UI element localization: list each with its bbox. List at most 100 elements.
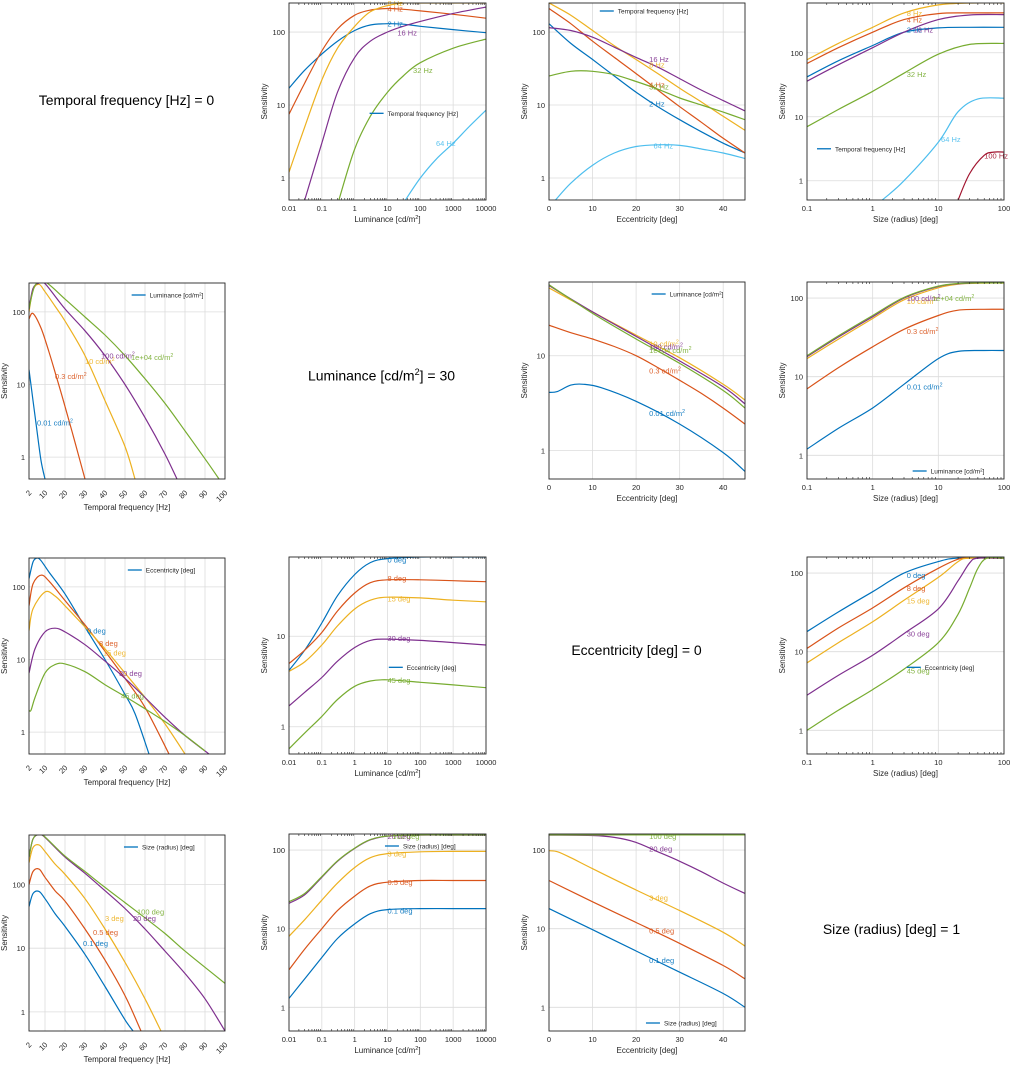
- series-label: 15 deg: [388, 595, 411, 604]
- legend-label: Luminance [cd/m2]: [150, 291, 204, 300]
- series-line-100-deg: [29, 835, 225, 984]
- x-tick-label: 1: [871, 204, 875, 213]
- x-tick-label: 10: [37, 763, 49, 775]
- series-label: 8 deg: [907, 584, 926, 593]
- series-label: 4 Hz: [388, 5, 404, 14]
- x-tick-label: 2: [24, 763, 33, 772]
- y-tick-label: 1: [799, 177, 803, 186]
- y-tick-label: 100: [12, 308, 25, 317]
- x-tick-label: 30: [675, 204, 683, 213]
- axes-box: [806, 556, 1005, 755]
- x-tick-label: 10: [934, 758, 942, 767]
- y-tick-label: 10: [277, 925, 285, 934]
- x-tick-label: 0.1: [802, 204, 812, 213]
- axes-box: [288, 2, 487, 201]
- x-tick-label: 40: [97, 488, 109, 500]
- x-tick-label: 2: [24, 1040, 33, 1049]
- x-tick-label: 0: [547, 204, 551, 213]
- series-label: 0.01 cd/m2: [37, 418, 73, 427]
- series-label: 45 deg: [907, 666, 930, 675]
- axes-box: [288, 556, 487, 755]
- fixed-parameter-title: Temporal frequency [Hz] = 0: [38, 92, 215, 108]
- series-label: 0.5 deg: [649, 926, 674, 935]
- y-tick-label: 100: [272, 28, 285, 37]
- series-label: 15 deg: [907, 596, 930, 605]
- series-label: 10 cd/m2: [649, 339, 679, 348]
- y-tick-label: 10: [17, 944, 25, 953]
- y-axis-label: Sensitivity: [260, 637, 269, 673]
- y-tick-label: 10: [277, 632, 285, 641]
- series-label: 30 deg: [907, 630, 930, 639]
- series-label: 4 Hz: [907, 16, 923, 25]
- x-tick-label: 100: [214, 1040, 229, 1055]
- series-line-0-deg: [289, 557, 486, 671]
- y-tick-label: 10: [537, 101, 545, 110]
- series-label: 16 Hz: [649, 55, 669, 64]
- series-label: 100 cd/m2: [907, 294, 941, 303]
- y-tick-label: 10: [795, 373, 803, 382]
- x-tick-label: 70: [157, 488, 169, 500]
- x-tick-label: 10000: [476, 1035, 497, 1044]
- y-tick-label: 1: [541, 1003, 545, 1012]
- x-tick-label: 10000: [476, 758, 497, 767]
- x-axis-label: Size (radius) [deg]: [873, 215, 938, 224]
- legend-label: Luminance [cd/m2]: [931, 467, 985, 476]
- x-axis-label: Eccentricity [deg]: [617, 215, 678, 224]
- x-tick-label: 1: [353, 758, 357, 767]
- series-line-32-hz: [338, 38, 486, 200]
- x-tick-label: 10000: [476, 204, 497, 213]
- series-line-0-5-deg: [289, 879, 486, 971]
- y-tick-label: 100: [532, 28, 545, 37]
- y-axis-label: Sensitivity: [520, 362, 529, 398]
- series-line-15-deg: [289, 596, 486, 672]
- series-line-4-hz: [549, 8, 745, 154]
- x-tick-label: 60: [137, 488, 149, 500]
- series-label: 100 Hz: [984, 151, 1008, 160]
- plot-area: [549, 3, 745, 200]
- x-tick-label: 40: [719, 204, 727, 213]
- series-line-8-deg: [29, 574, 170, 754]
- series-line-0-3-cd-m2: [29, 312, 86, 479]
- series-line-2-hz: [549, 23, 745, 154]
- x-tick-label: 1: [871, 758, 875, 767]
- series-label: 100 deg: [392, 832, 419, 841]
- y-tick-label: 1: [281, 174, 285, 183]
- axes-box: [548, 2, 746, 201]
- y-axis-label: Sensitivity: [520, 83, 529, 119]
- series-line-15-deg: [29, 590, 186, 754]
- axes-box: [28, 557, 226, 755]
- legend: Luminance [cd/m2]: [651, 290, 724, 299]
- series-line-0-3-cd-m2: [807, 308, 1004, 390]
- x-tick-label: 50: [117, 763, 129, 775]
- series-label: 20 deg: [649, 844, 672, 853]
- x-tick-label: 100: [214, 488, 229, 503]
- x-tick-label: 10: [37, 488, 49, 500]
- chart-r1c4: 2 Hz4 Hz8 Hz 16 Hz 32 Hz 64 Hz 100 Hz 0.1 1 10 1…: [778, 2, 1010, 224]
- series-line-3-deg: [289, 850, 486, 937]
- y-tick-label: 1: [21, 453, 25, 462]
- y-axis-label: Sensitivity: [520, 914, 529, 950]
- series-line-4-hz: [807, 12, 1004, 65]
- series-line-4-hz: [289, 7, 486, 115]
- series-line-45-deg: [289, 679, 486, 750]
- x-tick-label: 1000: [445, 1035, 462, 1044]
- y-axis-label: Sensitivity: [778, 83, 787, 119]
- series-line-30-deg: [29, 627, 210, 754]
- series-line-20-deg: [29, 835, 225, 1031]
- subplot-r3c1: 0 deg 8 deg 15 deg 30 deg 45 deg 2 10 20 30 40 50 6…: [0, 550, 253, 815]
- subplot-r4c4: Size (radius) [deg] = 1: [765, 825, 1014, 1090]
- series-label: 4 Hz: [649, 81, 665, 90]
- series-line-32-hz: [807, 42, 1004, 128]
- series-line-20-deg: [549, 834, 745, 895]
- x-tick-label: 2: [24, 488, 33, 497]
- series-line-8-deg: [289, 578, 486, 664]
- x-tick-label: 0.1: [802, 758, 812, 767]
- series-line-45-deg: [29, 662, 206, 752]
- x-axis-label: Size (radius) [deg]: [873, 769, 938, 778]
- series-line-3-deg: [549, 850, 745, 947]
- x-tick-label: 10: [383, 1035, 391, 1044]
- series-line-10000-cd-m2: [549, 284, 745, 409]
